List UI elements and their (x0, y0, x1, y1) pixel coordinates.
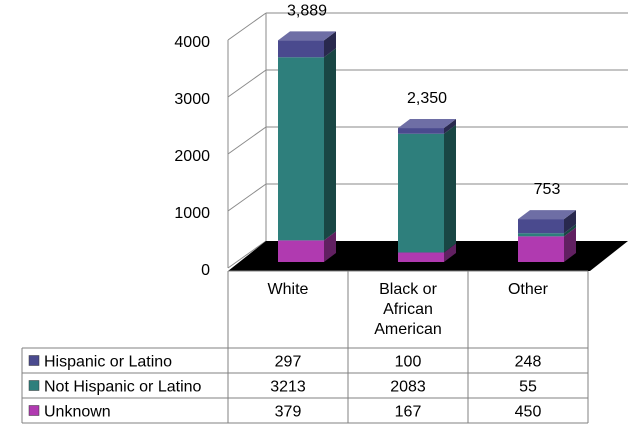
category-label: White (268, 281, 309, 298)
table-cell: 450 (515, 404, 542, 421)
legend-key (28, 405, 40, 416)
series-name: Unknown (44, 404, 111, 421)
bar-segment-front (518, 233, 564, 237)
y-tick-label: 0 (201, 262, 210, 279)
bar-segment-side (324, 231, 336, 262)
gridline-diagonal (227, 126, 267, 155)
bar-segment-front (398, 252, 444, 262)
bar-segment-side (324, 31, 336, 58)
series-name: Hispanic or Latino (44, 354, 172, 371)
bar-segment-side (564, 210, 576, 234)
y-tick-label: 1000 (174, 205, 210, 222)
table-cell: 2083 (390, 379, 426, 396)
bar-segment-side (444, 119, 456, 134)
bar-segment-side (564, 224, 576, 237)
bar-segment-side (444, 124, 456, 253)
gridline-diagonal (227, 69, 267, 98)
y-axis-ticks: 0 1000 2000 3000 4000 (174, 34, 210, 279)
bar-top (398, 119, 456, 129)
series-name: Not Hispanic or Latino (44, 379, 202, 396)
bar-segment-side (324, 48, 336, 241)
bar-total-label: 2,350 (407, 90, 447, 107)
gridline-diagonal (227, 240, 267, 269)
table-cell: 100 (395, 354, 422, 371)
bar-segment-front (278, 40, 324, 58)
category-label: Other (508, 281, 549, 298)
table-cell: 248 (515, 354, 542, 371)
y-tick-label: 3000 (174, 91, 210, 108)
table-cell: 167 (395, 404, 422, 421)
legend-key (28, 355, 40, 366)
bar-segment-front (398, 133, 444, 253)
bar-top (278, 31, 336, 41)
category-label: American (374, 321, 442, 338)
y-tick-label: 2000 (174, 148, 210, 165)
bar-total-label: 753 (534, 181, 561, 198)
table-cell: 55 (519, 379, 537, 396)
bar-total-label: 3,889 (287, 2, 327, 19)
total-labels: 3,889 2,350 753 (287, 2, 560, 198)
table-cell: 3213 (270, 379, 306, 396)
y-tick-label: 4000 (174, 34, 210, 51)
bar-top (518, 210, 576, 220)
bar-segment-front (518, 219, 564, 234)
table-cell: 297 (275, 354, 302, 371)
bar-segment-side (564, 227, 576, 262)
bar-segment-front (278, 240, 324, 262)
table-cell: 379 (275, 404, 302, 421)
bars (278, 31, 576, 262)
data-table: White Black or African American Other Hispani… (21, 270, 589, 424)
gridline-diagonal (227, 183, 267, 212)
legend-key (28, 380, 40, 391)
bar-segment-front (518, 236, 564, 262)
bar-segment-side (444, 243, 456, 262)
bar-segment-front (278, 57, 324, 241)
category-label: African (383, 301, 433, 318)
bar-segment-front (398, 128, 444, 134)
category-label: Black or (379, 281, 437, 298)
gridline-diagonal (227, 12, 267, 41)
